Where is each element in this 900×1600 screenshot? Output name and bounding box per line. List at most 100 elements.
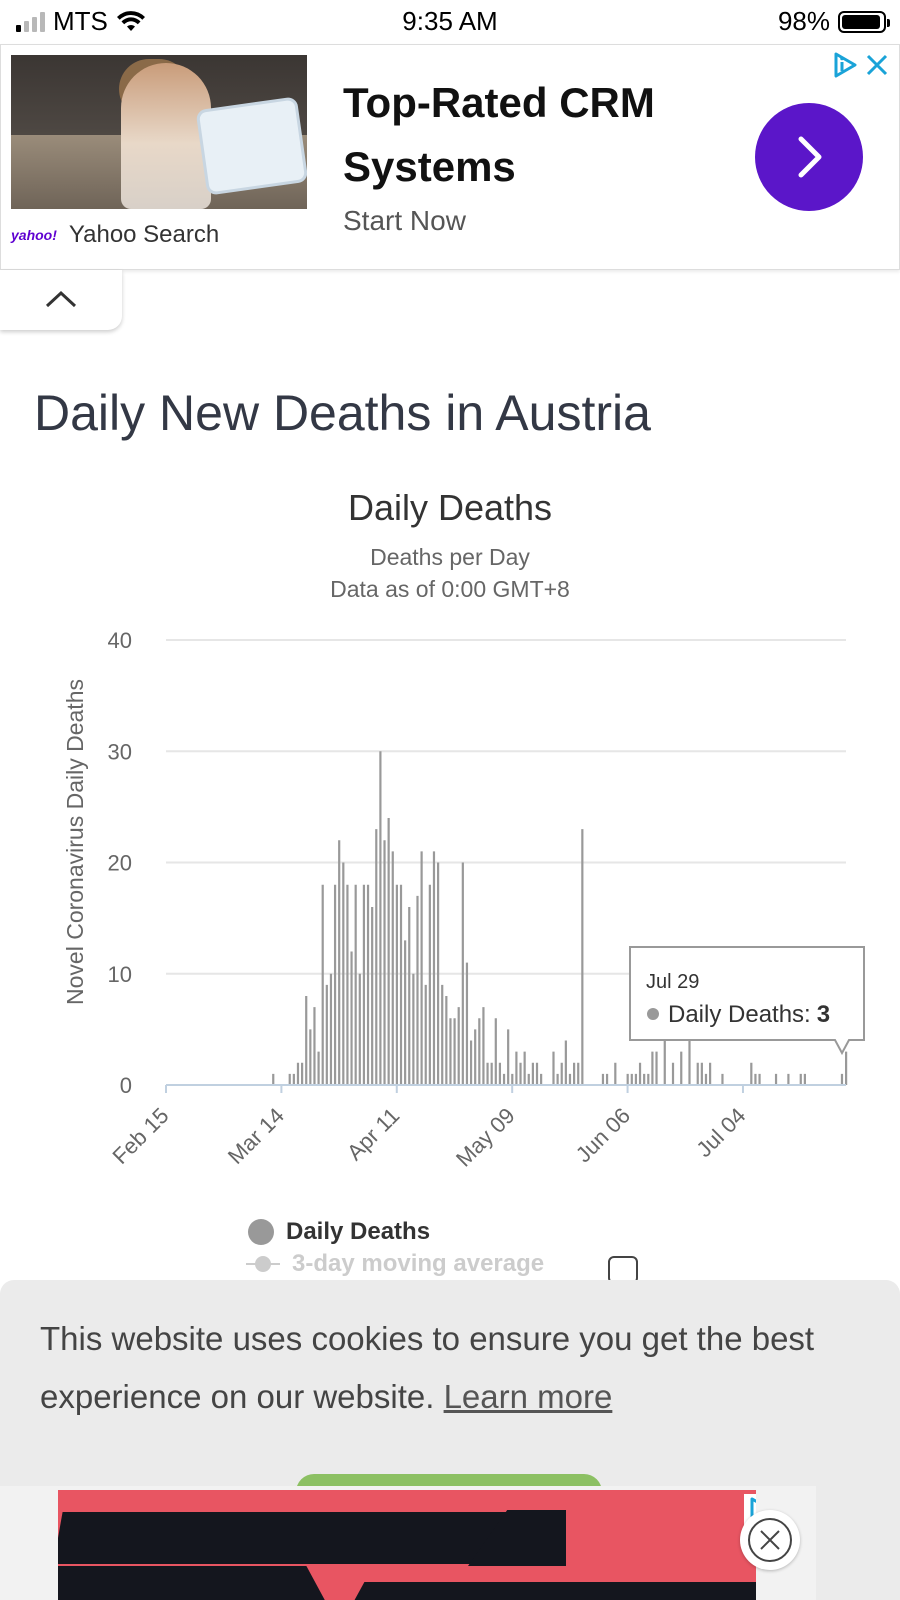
bar [502, 1073, 506, 1085]
bar [469, 1040, 473, 1085]
ad-source: yahoo! Yahoo Search [11, 221, 219, 249]
y-tick-label: 10 [108, 962, 132, 987]
bar [412, 973, 415, 1085]
bar [494, 1018, 497, 1085]
bar [535, 1062, 539, 1085]
bar [329, 973, 333, 1085]
bar [552, 1051, 555, 1085]
bar [709, 1062, 712, 1085]
close-icon [748, 1518, 792, 1562]
bar [507, 1029, 510, 1085]
bar [721, 1073, 724, 1085]
x-tick-label: Mar 14 [223, 1103, 289, 1169]
ad-title[interactable]: Top-Rated CRM Systems [343, 79, 655, 190]
chart-subtitle-line-1: Deaths per Day [370, 544, 530, 570]
bar [754, 1073, 757, 1085]
bar [387, 818, 390, 1085]
bar [482, 1007, 485, 1085]
bar [432, 851, 436, 1085]
x-tick-label: Apr 11 [342, 1103, 404, 1165]
bar [614, 1062, 617, 1085]
ad-image[interactable] [11, 55, 307, 209]
status-bar: MTS 9:35 AM 98% [0, 0, 900, 44]
bar [803, 1073, 806, 1085]
bar [296, 1062, 300, 1085]
bar [573, 1062, 576, 1085]
chart-legend: Daily Deaths 3-day moving average [246, 1216, 544, 1280]
bar [519, 1062, 522, 1085]
battery-icon [838, 10, 890, 33]
bar [366, 884, 370, 1085]
bar [309, 1029, 312, 1085]
bar [527, 1073, 530, 1085]
bar [465, 962, 469, 1085]
ad-close-icon[interactable] [863, 51, 891, 79]
chart-svg: Daily Deaths Deaths per Day Data as of 0… [62, 487, 865, 1172]
bar [292, 1073, 295, 1085]
bar [321, 884, 324, 1085]
wifi-icon [116, 10, 145, 31]
bar [441, 984, 444, 1085]
bar [531, 1062, 534, 1085]
bottom-ad-banner[interactable] [58, 1490, 756, 1600]
bar [498, 1062, 502, 1085]
ad-subtitle[interactable]: Start Now [343, 205, 466, 236]
bottom-ad-container [0, 1486, 816, 1600]
daily-deaths-chart: Daily Deaths Deaths per Day Data as of 0… [0, 470, 900, 1290]
legend-moving-average-label: 3-day moving average [292, 1250, 545, 1277]
bar [758, 1073, 761, 1085]
tooltip-label: Daily Deaths: 3 [668, 1001, 830, 1028]
x-tick-label: May 09 [451, 1103, 520, 1172]
bar [671, 1062, 675, 1085]
bar [787, 1073, 790, 1085]
bar [453, 1018, 456, 1085]
legend-moving-average[interactable]: 3-day moving average [246, 1248, 544, 1280]
legend-daily-deaths[interactable]: Daily Deaths [246, 1216, 544, 1248]
x-tick-label: Jun 06 [571, 1103, 635, 1167]
bar [515, 1051, 518, 1085]
chevron-up-icon [45, 290, 77, 308]
signal-strength-icon [16, 11, 45, 32]
bar [301, 1062, 304, 1085]
bar [750, 1062, 753, 1085]
bar [634, 1073, 638, 1085]
clock: 9:35 AM [402, 6, 498, 36]
chevron-right-icon [798, 136, 822, 178]
close-ad-button[interactable] [740, 1510, 800, 1570]
bar [564, 1040, 567, 1085]
bar [511, 1073, 514, 1085]
bar [680, 1051, 683, 1085]
carrier-name: MTS [53, 6, 108, 36]
bar [560, 1062, 563, 1085]
page-title: Daily New Deaths in Austria [34, 384, 651, 441]
legend-daily-deaths-label: Daily Deaths [286, 1218, 431, 1245]
bar [540, 1073, 543, 1085]
bar [655, 1051, 658, 1085]
adchoices-icon[interactable] [831, 51, 859, 79]
legend-dot-icon [248, 1219, 274, 1245]
legend-line-icon [246, 1251, 280, 1277]
ad-arrow-button[interactable] [755, 103, 863, 211]
bar [774, 1073, 778, 1085]
chart-tooltip: Jul 29 Daily Deaths: 3 [629, 946, 865, 1056]
chart-options-checkbox[interactable] [608, 1256, 638, 1284]
y-tick-label: 30 [108, 739, 132, 764]
learn-more-link[interactable]: Learn more [443, 1378, 613, 1415]
bar [461, 862, 464, 1085]
tooltip-date: Jul 29 [646, 971, 699, 993]
bar [704, 1073, 708, 1085]
bar [840, 1073, 844, 1085]
ad-collapse-toggle[interactable] [0, 270, 122, 330]
top-ad-banner[interactable]: yahoo! Yahoo Search Top-Rated CRM System… [0, 44, 900, 270]
status-left: MTS [16, 6, 146, 37]
bar [404, 940, 407, 1085]
y-tick-label: 40 [108, 628, 132, 653]
bar [313, 1007, 316, 1085]
bar [391, 851, 394, 1085]
bar [490, 1062, 493, 1085]
bar [799, 1073, 802, 1085]
bar [696, 1062, 699, 1085]
bar [643, 1073, 646, 1085]
bar [346, 884, 349, 1085]
cookie-message: This website uses cookies to ensure you … [40, 1320, 815, 1415]
